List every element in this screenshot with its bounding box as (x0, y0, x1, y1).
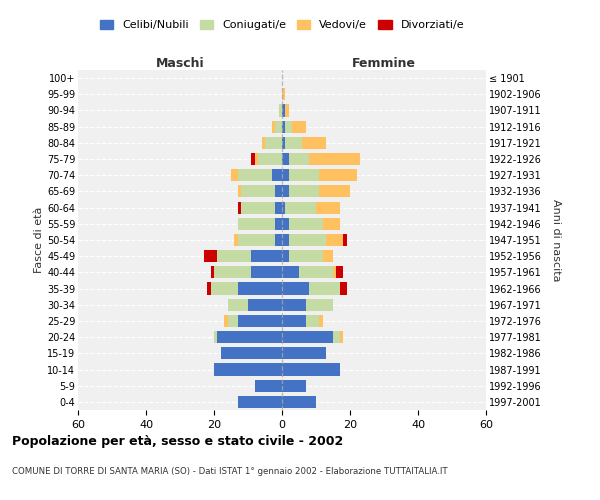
Bar (238, 315, 282, 327)
Bar (309, 282, 340, 294)
Bar (227, 315, 238, 327)
Bar (302, 137, 326, 149)
Bar (333, 266, 337, 278)
Bar (275, 218, 282, 230)
Bar (306, 298, 333, 311)
Bar (275, 234, 282, 246)
Bar (282, 315, 306, 327)
Bar (326, 234, 343, 246)
Bar (309, 153, 360, 165)
Bar (289, 186, 319, 198)
Bar (282, 120, 286, 132)
Bar (227, 298, 248, 311)
Bar (289, 153, 309, 165)
Text: Maschi: Maschi (155, 57, 205, 70)
Bar (214, 266, 251, 278)
Bar (286, 104, 289, 117)
Text: COMUNE DI TORRE DI SANTA MARIA (SO) - Dati ISTAT 1° gennaio 2002 - Elaborazione : COMUNE DI TORRE DI SANTA MARIA (SO) - Da… (12, 468, 448, 476)
Bar (255, 380, 282, 392)
Bar (289, 218, 323, 230)
Bar (282, 364, 340, 376)
Bar (221, 348, 282, 360)
Bar (238, 396, 282, 408)
Bar (340, 331, 343, 343)
Bar (323, 250, 333, 262)
Bar (282, 88, 286, 101)
Bar (282, 348, 326, 360)
Bar (286, 137, 302, 149)
Bar (289, 250, 323, 262)
Bar (282, 169, 289, 181)
Bar (255, 153, 258, 165)
Bar (286, 202, 316, 213)
Bar (251, 266, 282, 278)
Y-axis label: Anni di nascita: Anni di nascita (551, 198, 561, 281)
Bar (343, 234, 347, 246)
Bar (214, 331, 217, 343)
Bar (282, 331, 333, 343)
Bar (217, 331, 282, 343)
Bar (278, 104, 282, 117)
Bar (238, 202, 241, 213)
Text: Popolazione per età, sesso e stato civile - 2002: Popolazione per età, sesso e stato civil… (12, 435, 343, 448)
Bar (272, 169, 282, 181)
Bar (207, 282, 211, 294)
Bar (319, 315, 323, 327)
Bar (282, 380, 306, 392)
Bar (275, 120, 282, 132)
Bar (282, 186, 289, 198)
Bar (211, 282, 238, 294)
Bar (282, 104, 286, 117)
Bar (235, 234, 238, 246)
Bar (333, 331, 340, 343)
Bar (292, 120, 306, 132)
Bar (258, 153, 282, 165)
Bar (319, 169, 357, 181)
Bar (282, 250, 289, 262)
Bar (214, 364, 282, 376)
Bar (282, 137, 286, 149)
Bar (275, 186, 282, 198)
Bar (282, 202, 286, 213)
Bar (319, 186, 350, 198)
Bar (323, 218, 340, 230)
Bar (289, 234, 326, 246)
Y-axis label: Fasce di età: Fasce di età (34, 207, 44, 273)
Bar (282, 218, 289, 230)
Bar (238, 218, 275, 230)
Bar (251, 250, 282, 262)
Text: Femmine: Femmine (352, 57, 416, 70)
Bar (241, 202, 275, 213)
Bar (282, 396, 316, 408)
Bar (275, 202, 282, 213)
Bar (248, 298, 282, 311)
Bar (238, 282, 282, 294)
Bar (289, 169, 319, 181)
Bar (282, 282, 309, 294)
Bar (282, 234, 289, 246)
Bar (282, 266, 299, 278)
Bar (337, 266, 343, 278)
Bar (238, 234, 275, 246)
Bar (299, 266, 333, 278)
Bar (238, 169, 272, 181)
Bar (211, 266, 214, 278)
Bar (306, 315, 319, 327)
Bar (282, 153, 289, 165)
Bar (272, 120, 275, 132)
Bar (262, 137, 265, 149)
Legend: Celibi/Nubili, Coniugati/e, Vedovi/e, Divorziati/e: Celibi/Nubili, Coniugati/e, Vedovi/e, Di… (95, 16, 469, 35)
Bar (217, 250, 251, 262)
Bar (231, 169, 238, 181)
Bar (282, 298, 306, 311)
Bar (241, 186, 275, 198)
Bar (316, 202, 340, 213)
Bar (265, 137, 282, 149)
Bar (251, 153, 255, 165)
Bar (204, 250, 217, 262)
Bar (224, 315, 227, 327)
Bar (340, 282, 347, 294)
Bar (238, 186, 241, 198)
Bar (286, 120, 292, 132)
